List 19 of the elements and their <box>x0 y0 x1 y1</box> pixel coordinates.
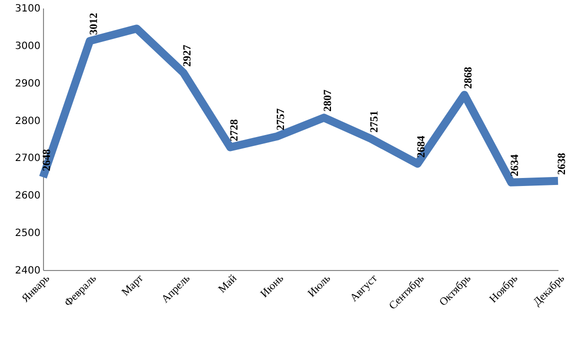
y-tick-label: 2400 <box>15 266 40 276</box>
y-tick-label: 3000 <box>15 40 40 52</box>
data-label: 2728 <box>228 118 240 142</box>
data-label: 2807 <box>322 89 334 112</box>
y-tick-label: 2500 <box>15 228 40 240</box>
data-label: 3012 <box>88 12 100 35</box>
data-label: 2634 <box>509 154 522 176</box>
data-label: 2751 <box>368 110 381 133</box>
data-label: 2927 <box>181 44 194 67</box>
y-tick-label: 2700 <box>15 153 40 164</box>
y-tick-label: 3100 <box>15 4 40 14</box>
y-tick-label: 2800 <box>15 116 40 127</box>
data-label: 2757 <box>275 108 288 130</box>
data-label: 2648 <box>41 148 53 172</box>
data-label: 2684 <box>416 135 428 158</box>
y-tick-label: 2900 <box>15 78 40 90</box>
data-label: 2868 <box>462 66 474 89</box>
data-label: 2638 <box>556 152 568 175</box>
y-tick-label: 2600 <box>15 190 40 202</box>
